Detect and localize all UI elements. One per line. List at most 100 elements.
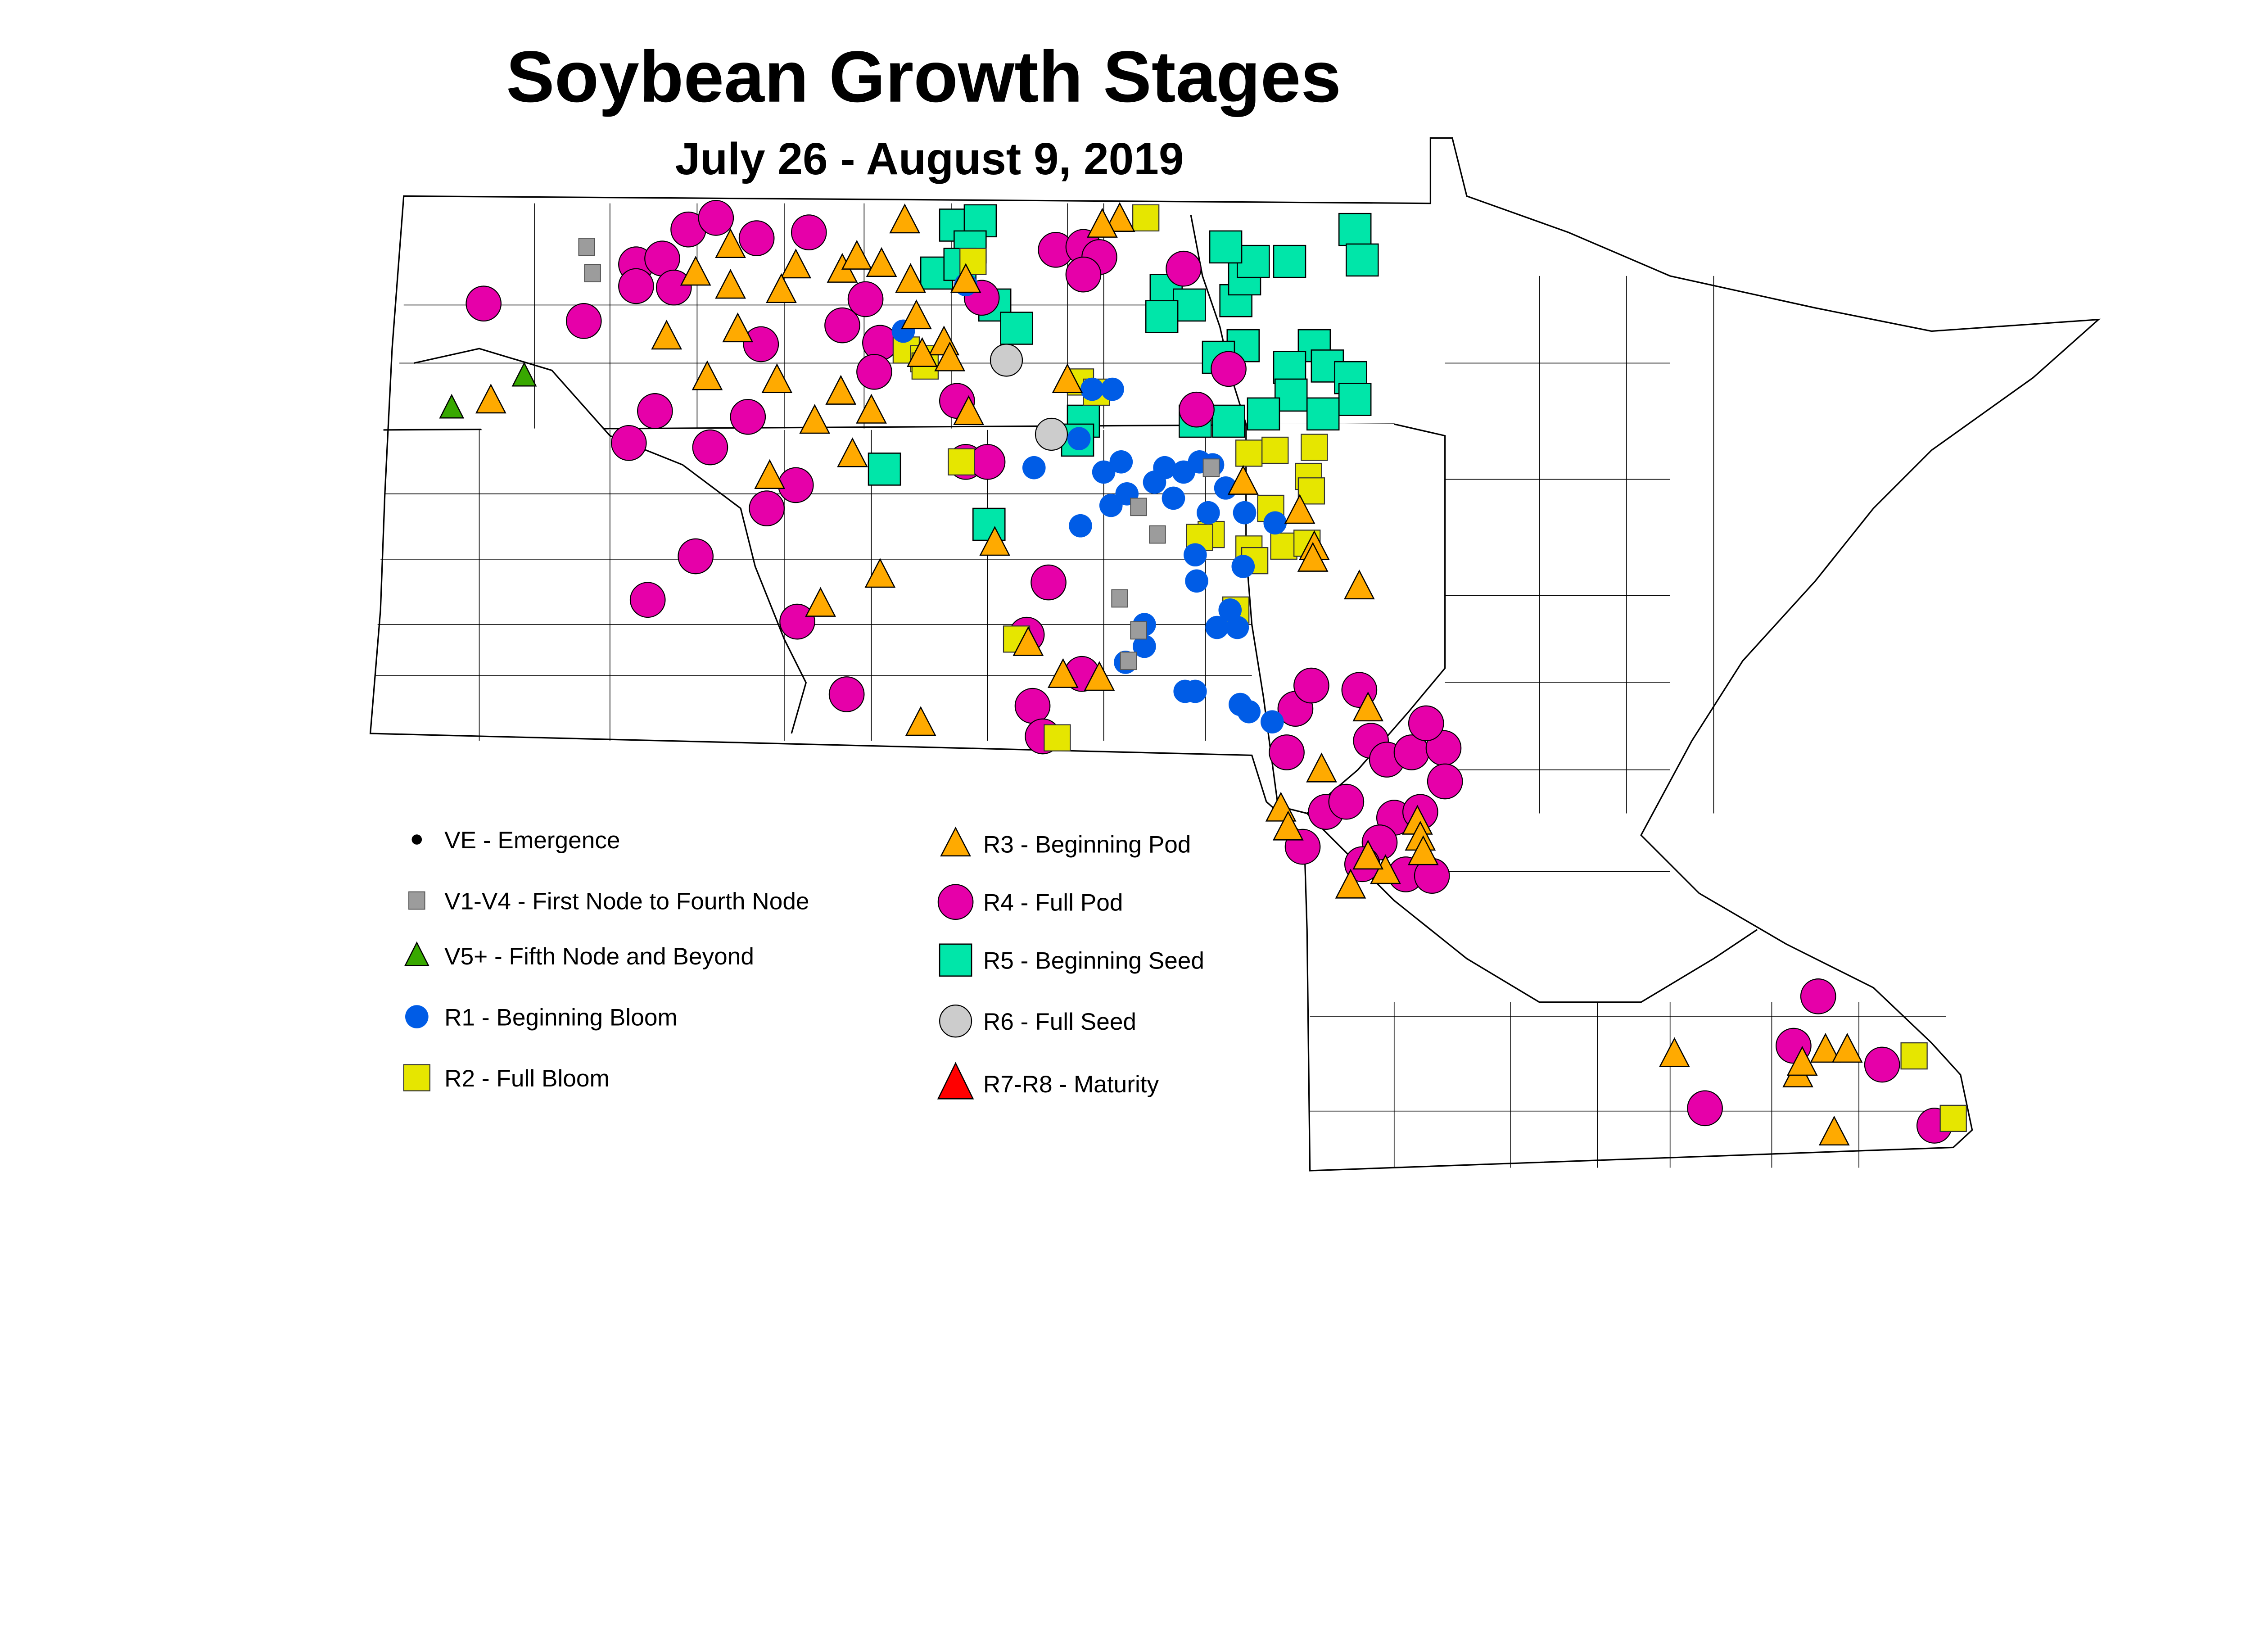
marker-r5 <box>1306 397 1340 431</box>
legend-symbol-circle <box>937 884 974 920</box>
marker-r1 <box>1153 456 1176 480</box>
marker-r3 <box>1818 1115 1850 1146</box>
marker-r1 <box>1099 493 1123 517</box>
legend-symbol-circle <box>405 1005 429 1028</box>
marker-r4 <box>749 490 785 526</box>
marker-r3 <box>1272 810 1304 841</box>
station-markers <box>439 200 1967 1146</box>
marker-r4 <box>1328 783 1365 820</box>
marker-r4 <box>466 285 502 322</box>
marker-r4 <box>1800 978 1836 1014</box>
marker-r3 <box>841 240 872 270</box>
marker-r4 <box>629 582 666 618</box>
marker-r4 <box>1211 351 1247 387</box>
legend-label: R4 - Full Pod <box>983 890 1123 916</box>
marker-r3 <box>1047 658 1079 688</box>
marker-r5 <box>868 453 901 486</box>
marker-r1 <box>1067 427 1091 450</box>
marker-r3 <box>1786 1046 1818 1076</box>
marker-r6 <box>990 344 1023 377</box>
marker-r5 <box>1237 244 1270 278</box>
marker-r3 <box>1012 626 1044 656</box>
legend-item-r7-r8: R7-R8 - Maturity <box>937 1062 1159 1100</box>
map-title: Soybean Growth Stages <box>506 36 1341 118</box>
legend-symbol-circle <box>939 1005 972 1038</box>
marker-r3 <box>715 228 746 258</box>
marker-r3 <box>1297 542 1329 572</box>
marker-r1 <box>1185 569 1208 593</box>
legend-symbol-square <box>403 1064 430 1091</box>
marker-r4 <box>1864 1046 1900 1083</box>
marker-r4 <box>1408 705 1444 742</box>
marker-r1 <box>1263 511 1287 535</box>
marker-r3 <box>837 437 868 467</box>
marker-r3 <box>866 247 897 277</box>
marker-r5 <box>1212 404 1245 438</box>
marker-r4 <box>777 467 814 503</box>
marker-r3 <box>953 395 984 425</box>
marker-r1 <box>1069 514 1092 538</box>
marker-r1 <box>1184 679 1207 703</box>
marker-r1 <box>1225 616 1249 639</box>
marker-r5 <box>1338 213 1372 246</box>
legend-label: R7-R8 - Maturity <box>983 1071 1159 1098</box>
legend-label: R2 - Full Bloom <box>444 1065 610 1092</box>
marker-r2 <box>1132 204 1160 232</box>
legend-item-v5-: V5+ - Fifth Node and Beyond <box>404 941 754 970</box>
marker-r3 <box>901 299 932 330</box>
marker-r4 <box>828 676 865 712</box>
legend-item-r3: R3 - Beginning Pod <box>940 826 1191 858</box>
legend-item-ve: VE - Emergence <box>411 827 620 854</box>
marker-r3 <box>889 204 921 234</box>
marker-r2 <box>1044 724 1071 751</box>
marker-v1-v4 <box>1111 589 1128 608</box>
marker-r5 <box>1145 300 1179 333</box>
marker-r1 <box>1022 456 1046 480</box>
marker-r4 <box>1427 763 1463 800</box>
marker-r4 <box>678 538 714 575</box>
marker-r3 <box>979 526 1011 556</box>
marker-r3 <box>722 312 754 343</box>
legend-label: V1-V4 - First Node to Fourth Node <box>444 888 809 914</box>
marker-r4 <box>1014 688 1051 724</box>
marker-r4 <box>610 425 647 461</box>
legend-item-r1: R1 - Beginning Bloom <box>405 1004 678 1031</box>
marker-r4 <box>730 398 766 435</box>
marker-r6 <box>1035 417 1068 451</box>
marker-r1 <box>1260 710 1284 734</box>
marker-r3 <box>805 587 836 617</box>
legend-item-r2: R2 - Full Bloom <box>403 1064 610 1092</box>
marker-r5 <box>1000 312 1033 345</box>
marker-r5 <box>1209 230 1243 264</box>
marker-r4 <box>779 603 815 640</box>
marker-r4 <box>1166 250 1202 287</box>
marker-r5 <box>972 507 1006 541</box>
legend-symbol-small-square <box>408 891 425 910</box>
marker-v1-v4 <box>578 238 595 256</box>
marker-r1 <box>1133 634 1156 658</box>
marker-r5 <box>1173 288 1206 322</box>
marker-r4 <box>791 214 827 250</box>
legend-item-v1-v4: V1-V4 - First Node to Fourth Node <box>408 888 809 914</box>
marker-r4 <box>969 444 1006 480</box>
marker-r1 <box>1197 501 1220 525</box>
legend-symbol-triangle <box>937 1062 974 1100</box>
legend-symbol-triangle <box>940 826 971 857</box>
county-lines <box>375 203 1946 1168</box>
marker-r3 <box>1104 202 1135 232</box>
marker-r1 <box>1231 555 1255 578</box>
marker-r1 <box>1092 460 1116 484</box>
marker-r4 <box>655 269 692 306</box>
marker-r3 <box>1084 661 1115 691</box>
legend-item-r6: R6 - Full Seed <box>939 1005 1136 1038</box>
marker-r4 <box>692 429 728 466</box>
marker-r3 <box>692 360 723 390</box>
marker-r1 <box>1237 700 1261 724</box>
marker-r3 <box>907 337 938 367</box>
marker-r4 <box>856 353 892 390</box>
marker-r4 <box>1065 256 1102 293</box>
legend-item-r5: R5 - Beginning Seed <box>939 943 1204 977</box>
marker-r3 <box>475 384 506 414</box>
marker-r3 <box>864 558 896 588</box>
marker-r3 <box>766 273 797 303</box>
